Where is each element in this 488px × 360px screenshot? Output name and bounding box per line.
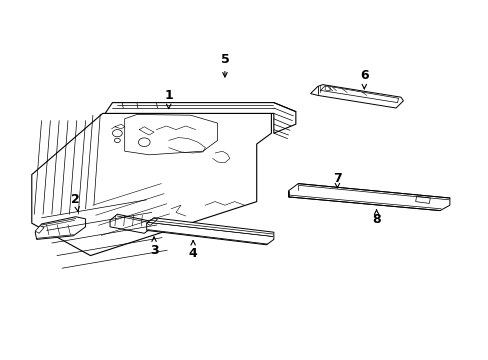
- Polygon shape: [325, 86, 329, 91]
- Polygon shape: [35, 226, 44, 233]
- Text: 6: 6: [359, 69, 368, 89]
- Text: 5: 5: [220, 53, 229, 77]
- Text: 1: 1: [164, 89, 173, 109]
- Polygon shape: [32, 113, 271, 256]
- Polygon shape: [310, 85, 403, 108]
- Text: 4: 4: [188, 240, 197, 260]
- Text: 7: 7: [332, 172, 341, 188]
- Polygon shape: [320, 86, 398, 103]
- Polygon shape: [415, 196, 429, 203]
- Text: 8: 8: [371, 210, 380, 226]
- Polygon shape: [35, 217, 85, 239]
- Polygon shape: [124, 114, 217, 155]
- Text: 3: 3: [149, 237, 158, 257]
- Polygon shape: [105, 103, 295, 133]
- Polygon shape: [110, 214, 151, 233]
- Text: 2: 2: [71, 193, 80, 212]
- Polygon shape: [146, 218, 273, 245]
- Polygon shape: [146, 218, 157, 225]
- Polygon shape: [288, 184, 449, 211]
